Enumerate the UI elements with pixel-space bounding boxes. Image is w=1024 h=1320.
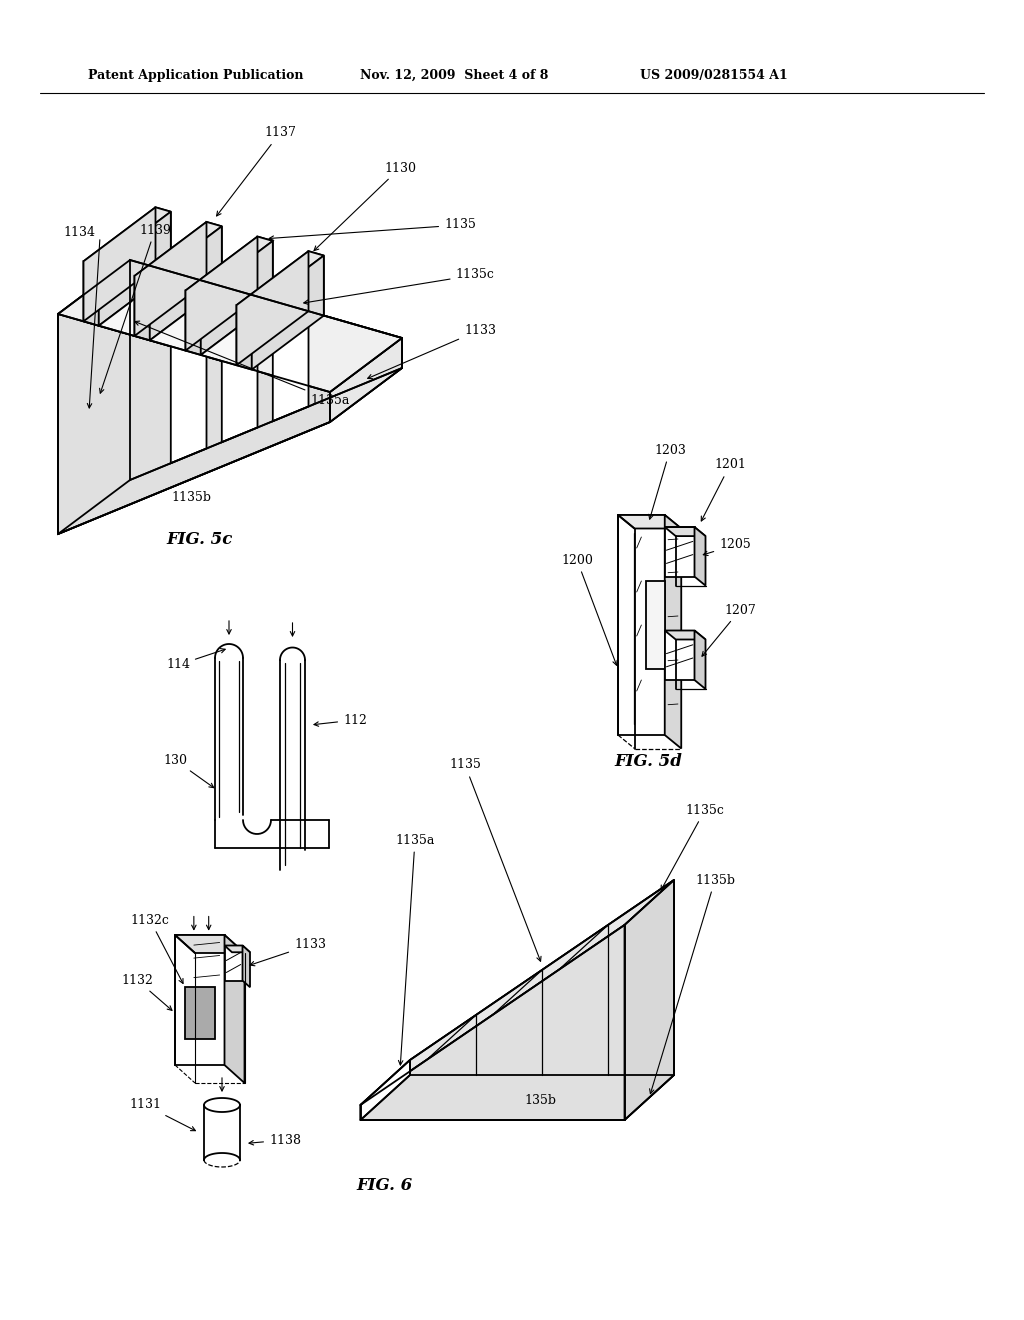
Text: 1135b: 1135b <box>649 874 735 1094</box>
Polygon shape <box>201 242 272 355</box>
Polygon shape <box>252 256 324 370</box>
Text: 135b: 135b <box>524 1093 556 1106</box>
Polygon shape <box>360 925 625 1119</box>
Text: 1200: 1200 <box>561 553 617 665</box>
Polygon shape <box>134 276 150 341</box>
Polygon shape <box>58 368 402 535</box>
Polygon shape <box>665 527 694 577</box>
Polygon shape <box>150 226 222 341</box>
Polygon shape <box>58 260 130 535</box>
Text: 1132c: 1132c <box>131 913 183 983</box>
Polygon shape <box>625 880 674 1119</box>
Text: 1135: 1135 <box>269 219 476 240</box>
Polygon shape <box>134 222 222 280</box>
Polygon shape <box>156 207 171 272</box>
Polygon shape <box>257 236 272 301</box>
Polygon shape <box>665 631 706 639</box>
Text: 1135: 1135 <box>450 759 541 961</box>
Text: 1134: 1134 <box>63 226 95 239</box>
Polygon shape <box>243 945 250 987</box>
Polygon shape <box>58 314 330 535</box>
Polygon shape <box>665 515 681 748</box>
Text: 114: 114 <box>166 648 225 672</box>
Text: 1135a: 1135a <box>395 833 434 1065</box>
Polygon shape <box>224 945 243 981</box>
Polygon shape <box>201 301 308 366</box>
Text: 1135c: 1135c <box>662 804 724 890</box>
Polygon shape <box>134 222 207 335</box>
Polygon shape <box>185 987 215 1039</box>
Polygon shape <box>665 631 694 680</box>
Polygon shape <box>171 272 207 463</box>
Text: FIG. 6: FIG. 6 <box>357 1176 413 1193</box>
Text: Nov. 12, 2009  Sheet 4 of 8: Nov. 12, 2009 Sheet 4 of 8 <box>360 69 549 82</box>
Polygon shape <box>185 290 201 355</box>
Polygon shape <box>175 935 224 1065</box>
Polygon shape <box>84 207 171 265</box>
Polygon shape <box>360 1060 410 1119</box>
Polygon shape <box>98 272 207 335</box>
Polygon shape <box>646 581 665 669</box>
Polygon shape <box>330 338 402 422</box>
Text: FIG. 5c: FIG. 5c <box>167 532 233 549</box>
Polygon shape <box>98 211 171 326</box>
Polygon shape <box>694 527 706 586</box>
Text: 1139: 1139 <box>99 223 171 393</box>
Polygon shape <box>185 236 272 294</box>
Text: 1131: 1131 <box>129 1098 196 1131</box>
Polygon shape <box>207 222 222 286</box>
Text: 1130: 1130 <box>314 161 416 251</box>
Polygon shape <box>185 236 257 351</box>
Polygon shape <box>272 301 308 421</box>
Polygon shape <box>224 935 245 1082</box>
Text: 1135a: 1135a <box>135 321 349 407</box>
Polygon shape <box>360 880 674 1105</box>
Text: 1135c: 1135c <box>304 268 495 305</box>
Polygon shape <box>84 207 156 321</box>
Polygon shape <box>150 286 257 351</box>
Polygon shape <box>665 527 706 536</box>
Text: 1132: 1132 <box>121 974 172 1010</box>
Text: 112: 112 <box>314 714 367 726</box>
Text: 1207: 1207 <box>702 603 756 656</box>
Polygon shape <box>618 515 665 735</box>
Text: 1133: 1133 <box>368 323 496 379</box>
Text: 130: 130 <box>163 754 214 788</box>
Text: US 2009/0281554 A1: US 2009/0281554 A1 <box>640 69 787 82</box>
Polygon shape <box>224 945 250 952</box>
Polygon shape <box>84 261 98 326</box>
Text: 1137: 1137 <box>217 127 296 216</box>
Polygon shape <box>237 305 252 370</box>
Text: 1203: 1203 <box>649 444 686 519</box>
Text: Patent Application Publication: Patent Application Publication <box>88 69 303 82</box>
Polygon shape <box>130 260 402 480</box>
Text: 1135b: 1135b <box>171 491 211 504</box>
Text: 1138: 1138 <box>249 1134 301 1147</box>
Polygon shape <box>308 251 324 315</box>
Polygon shape <box>694 631 706 689</box>
Polygon shape <box>410 880 674 1074</box>
Text: 1205: 1205 <box>703 539 751 556</box>
Polygon shape <box>222 286 257 442</box>
Polygon shape <box>237 251 324 310</box>
Polygon shape <box>175 935 245 953</box>
Text: 1201: 1201 <box>701 458 745 521</box>
Polygon shape <box>618 515 681 528</box>
Text: FIG. 5d: FIG. 5d <box>614 754 682 771</box>
Text: 1133: 1133 <box>250 939 326 966</box>
Polygon shape <box>58 260 402 392</box>
Polygon shape <box>360 1074 674 1119</box>
Polygon shape <box>237 251 308 366</box>
